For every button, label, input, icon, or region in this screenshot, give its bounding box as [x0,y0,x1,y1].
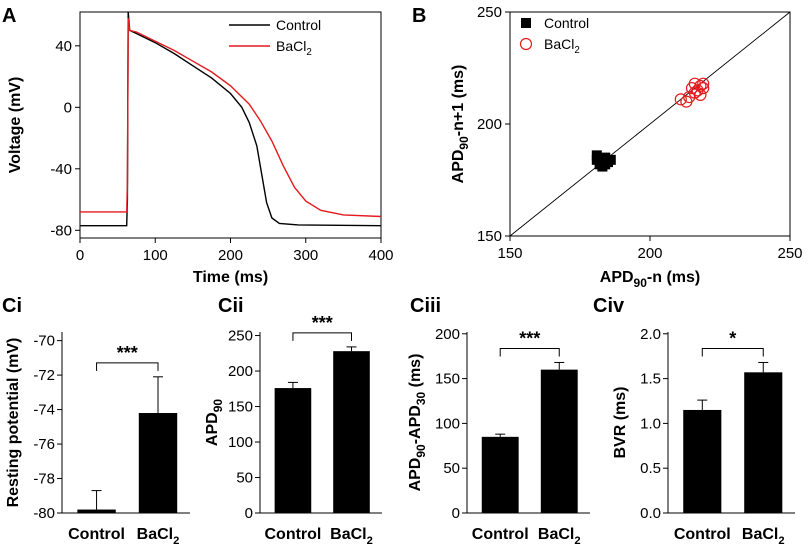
category-label-bacl2: BaCl2 [330,526,373,547]
y-tick-label: -80 [33,505,55,522]
identity-line [509,11,791,237]
y-tick-label: 200 [477,116,502,133]
panel-label-Ciii: Ciii [410,295,441,317]
point-bacl2 [697,82,710,95]
bar-bacl2 [333,351,370,513]
y-tick-label: 150 [228,399,253,416]
x-tick-label: 400 [368,247,393,264]
panel-label-A: A [2,5,16,27]
y-axis-label: APD90 [204,399,225,446]
panel-cii-bar: 0 50 100 150 200 250 Control BaCl2 *** APD90 [204,313,382,547]
bar-control [274,388,312,513]
y-tick-label: 0 [245,505,253,522]
legend-label-bacl2: BaCl2 [276,38,312,58]
point-control [597,161,608,172]
bar-bacl2 [744,372,783,513]
point-bacl2 [694,88,707,101]
significance-marker: * [729,328,736,348]
x-axis-label: Time (ms) [193,269,268,286]
trace-control [80,11,382,227]
y-tick-label: 0 [64,99,72,116]
x-tick-label: 0 [76,247,84,264]
x-tick-label: 100 [143,247,168,264]
panel-ciii-bar: 0 50 100 150 200 Control BaCl2 *** APD90-APD30 (… [407,326,590,547]
category-label-bacl2: BaCl2 [538,526,581,547]
significance-marker: *** [519,328,540,348]
panel-ci-bar: -70 -72 -74 -76 -78 -80 Control BaCl2 *** Resting… [5,332,190,547]
x-tick-label: 200 [218,247,243,264]
y-tick-label: 0.5 [640,460,661,477]
significance-marker: *** [117,343,138,363]
y-tick-label: 1.5 [640,371,661,388]
y-tick-label: 0.0 [640,505,661,522]
bar-bacl2 [138,413,178,513]
y-axis-label: Voltage (mV) [7,77,24,174]
y-tick-label: 200 [435,326,460,343]
category-label-control: Control [68,526,125,543]
y-tick-label: 2.0 [640,326,661,343]
y-tick-label: -78 [33,471,55,488]
legend-label-control: Control [276,17,321,33]
panel-label-Ci: Ci [2,295,22,317]
y-tick-label: -72 [33,367,55,384]
bar-bacl2 [540,369,578,513]
y-tick-label: 50 [443,460,460,477]
significance-bracket [96,362,159,371]
y-tick-label: -76 [33,436,55,453]
significance-marker: *** [312,313,333,333]
bar-control [77,509,116,513]
panel-label-Cii: Cii [218,295,244,317]
y-axis-label: BVR (ms) [612,386,629,458]
y-tick-label: 100 [228,434,253,451]
y-tick-label: 50 [236,470,253,487]
panel-b-scatter: 150 200 250 150 200 250 APD90-n (ms) APD90-n+1 … [450,4,803,290]
y-tick-label: 100 [435,415,460,432]
significance-bracket [292,332,352,341]
panel-label-Civ: Civ [593,295,625,317]
bar-control [481,436,519,513]
category-label-control: Control [265,526,322,543]
legend-label-control: Control [544,15,589,31]
panel-civ-bar: 0.0 0.5 1.0 1.5 2.0 Control BaCl2 * BVR (ms) [612,326,795,547]
point-control [600,152,611,163]
point-bacl2 [674,93,687,106]
x-tick-label: 250 [777,245,802,262]
y-tick-label: -74 [33,402,55,419]
bar-control [683,409,722,513]
y-tick-label: 150 [477,228,502,245]
point-control [591,154,602,165]
x-axis-label: APD90-n (ms) [600,269,700,290]
y-axis-label: APD90-APD30 (ms) [407,354,428,492]
significance-bracket [499,347,560,357]
category-label-bacl2: BaCl2 [137,526,180,547]
y-tick-label: -70 [33,333,55,350]
legend-swatch-control [521,18,531,28]
category-label-control: Control [674,526,731,543]
x-tick-label: 200 [637,245,662,262]
y-tick-label: -40 [50,161,72,178]
category-label-control: Control [472,526,529,543]
trace-bacl2 [80,18,382,218]
point-bacl2 [697,77,710,90]
x-tick-label: 300 [293,247,318,264]
y-tick-label: -80 [50,222,72,239]
legend-swatch-bacl2 [519,37,533,51]
y-tick-label: 150 [435,371,460,388]
y-tick-label: 250 [477,4,502,21]
panel-label-B: B [412,5,426,27]
category-label-bacl2: BaCl2 [742,526,785,547]
significance-bracket [701,347,764,357]
legend-label-bacl2: BaCl2 [544,36,580,56]
x-tick-label: 150 [497,245,522,262]
point-control [605,154,616,165]
y-tick-label: 0 [452,505,460,522]
y-tick-label: 40 [55,38,72,55]
y-tick-label: 1.0 [640,415,661,432]
y-tick-label: 250 [228,328,253,345]
y-tick-label: 200 [228,363,253,380]
y-axis-label: Resting potential (mV) [5,338,22,508]
y-axis-label: APD90-n+1 (ms) [450,65,471,184]
